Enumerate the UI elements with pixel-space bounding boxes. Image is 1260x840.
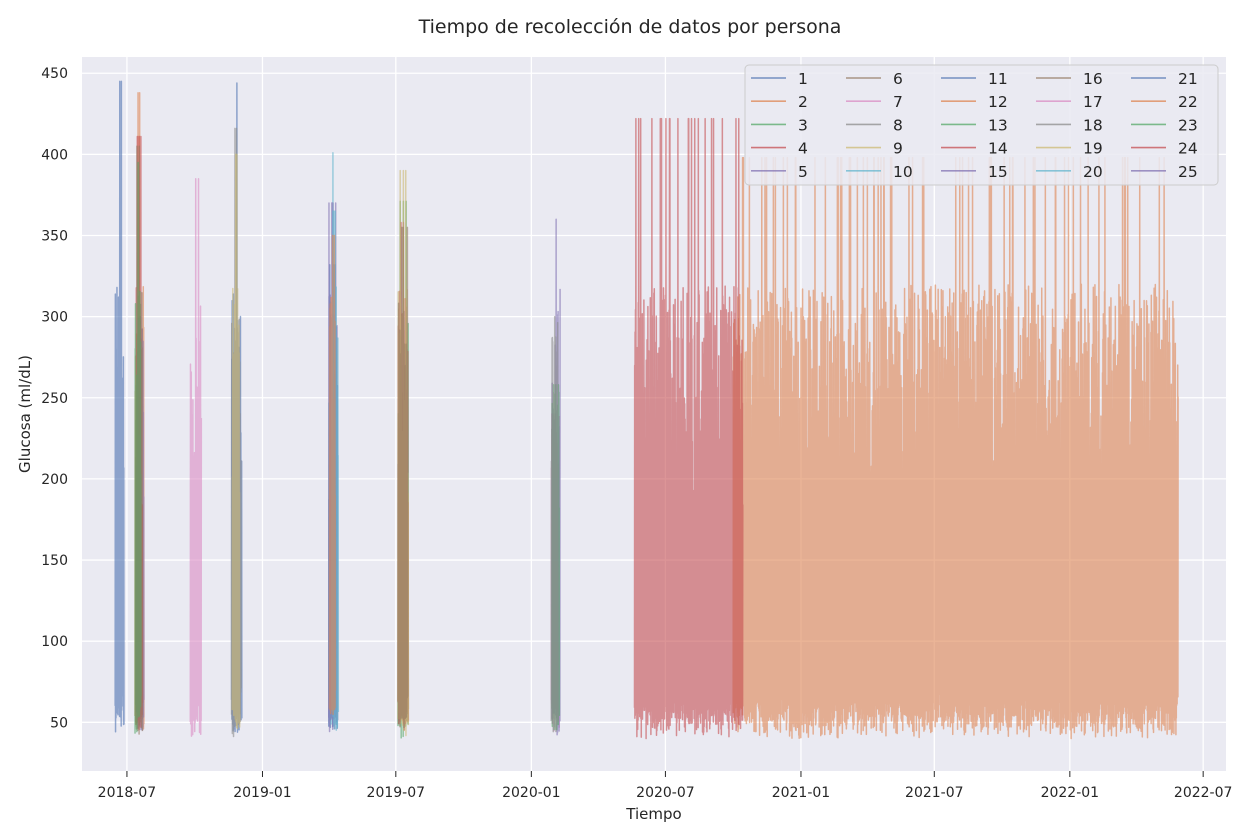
x-tick-label: 2020-07 bbox=[636, 785, 695, 801]
legend-entry: 14 bbox=[988, 140, 1008, 158]
series-line-3 bbox=[134, 161, 142, 734]
legend-entry: 1 bbox=[798, 70, 808, 88]
series-line-18 bbox=[550, 315, 559, 733]
y-tick-label: 200 bbox=[41, 472, 68, 488]
series-line-16 bbox=[397, 226, 409, 729]
legend-entry: 6 bbox=[893, 70, 903, 88]
series-layer bbox=[114, 80, 1179, 740]
x-axis-label: Tiempo bbox=[625, 805, 681, 823]
legend-box bbox=[744, 64, 1219, 186]
x-axis-ticks: 2018-07 2019-01 2019-07 2020-01 2020-07 2021-… bbox=[98, 771, 1233, 801]
series-line-7 bbox=[189, 177, 203, 737]
legend-entry: 16 bbox=[1083, 70, 1103, 88]
series-line-22 bbox=[732, 156, 1179, 740]
series-line-24 bbox=[633, 117, 744, 740]
y-tick-label: 150 bbox=[41, 553, 68, 569]
legend: 1234567891011121314151617181920212223242… bbox=[744, 64, 1219, 186]
series-line-9 bbox=[231, 153, 241, 730]
x-tick-label: 2020-01 bbox=[502, 785, 561, 801]
x-tick-label: 2022-01 bbox=[1041, 785, 1100, 801]
legend-entry: 7 bbox=[893, 93, 903, 111]
y-tick-label: 50 bbox=[50, 715, 68, 731]
y-tick-label: 250 bbox=[41, 391, 68, 407]
legend-entry: 22 bbox=[1178, 93, 1198, 111]
y-tick-label: 400 bbox=[41, 147, 68, 163]
y-tick-label: 350 bbox=[41, 229, 68, 245]
legend-entry: 24 bbox=[1178, 140, 1198, 158]
legend-entry: 2 bbox=[798, 93, 808, 111]
chart-title: Tiempo de recolección de datos por perso… bbox=[418, 16, 842, 38]
y-tick-label: 100 bbox=[41, 634, 68, 650]
y-tick-label: 300 bbox=[41, 310, 68, 326]
legend-entry: 15 bbox=[988, 163, 1008, 181]
legend-entry: 3 bbox=[798, 116, 808, 134]
legend-entry: 4 bbox=[798, 140, 808, 158]
legend-entry: 21 bbox=[1178, 70, 1198, 88]
legend-entry: 17 bbox=[1083, 93, 1103, 111]
legend-entry: 23 bbox=[1178, 116, 1198, 134]
series-line-1 bbox=[114, 80, 125, 733]
x-tick-label: 2021-07 bbox=[905, 785, 964, 801]
y-tick-label: 450 bbox=[41, 66, 68, 82]
x-tick-label: 2018-07 bbox=[98, 785, 157, 801]
y-axis-ticks: 50 100 150 200 250 300 350 400 450 bbox=[41, 66, 68, 731]
legend-entry: 8 bbox=[893, 116, 903, 134]
y-axis-label: Glucosa (ml/dL) bbox=[16, 355, 34, 473]
legend-entry: 13 bbox=[988, 116, 1008, 134]
x-tick-label: 2022-07 bbox=[1174, 785, 1233, 801]
legend-entry: 5 bbox=[798, 163, 808, 181]
series-line-12 bbox=[328, 234, 337, 716]
legend-entry: 19 bbox=[1083, 140, 1103, 158]
legend-entry: 10 bbox=[893, 163, 913, 181]
x-tick-label: 2019-07 bbox=[367, 785, 426, 801]
legend-entry: 11 bbox=[988, 70, 1008, 88]
legend-entry: 9 bbox=[893, 140, 903, 158]
legend-entry: 25 bbox=[1178, 163, 1198, 181]
legend-entry: 18 bbox=[1083, 116, 1103, 134]
legend-entry: 12 bbox=[988, 93, 1008, 111]
legend-entry: 20 bbox=[1083, 163, 1103, 181]
x-tick-label: 2019-01 bbox=[233, 785, 292, 801]
x-tick-label: 2021-01 bbox=[772, 785, 831, 801]
